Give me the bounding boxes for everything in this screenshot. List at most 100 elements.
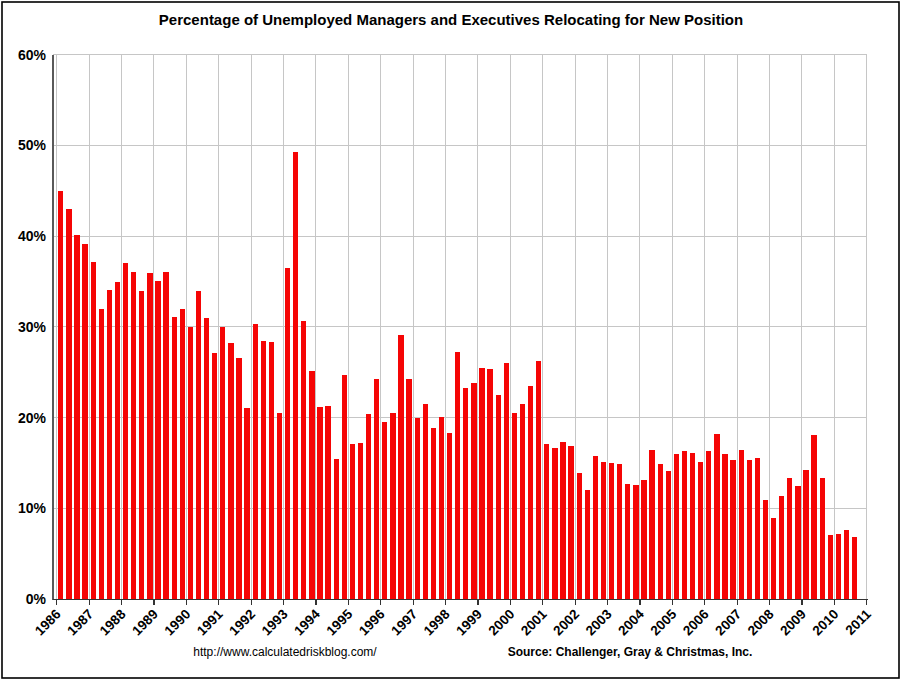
x-tick-label: 1990	[162, 607, 194, 639]
quarter-bar	[552, 448, 557, 599]
x-tick-label: 1991	[194, 606, 226, 638]
y-tick-label: 20%	[18, 410, 47, 426]
quarter-bar	[722, 454, 727, 599]
y-tick-label: 40%	[18, 228, 47, 244]
y-tick-label: 60%	[18, 47, 47, 63]
x-tick-label: 2011	[842, 606, 874, 638]
x-tick-label: 1986	[32, 606, 64, 638]
quarter-bar	[471, 383, 476, 599]
quarter-bar	[658, 464, 663, 599]
quarter-bar	[163, 272, 168, 599]
quarter-bar	[641, 480, 646, 599]
x-tick-label: 1997	[388, 607, 420, 639]
quarter-bar	[269, 342, 274, 599]
x-tick-label: 1996	[356, 606, 388, 638]
quarter-bar	[447, 433, 452, 599]
quarter-bar	[317, 407, 322, 599]
quarter-bar	[415, 418, 420, 599]
quarter-bar	[682, 451, 687, 599]
x-tick-label: 2000	[486, 607, 518, 639]
quarter-bar	[228, 343, 233, 599]
quarter-bar	[82, 244, 87, 599]
quarter-bar	[196, 291, 201, 599]
quarter-bar	[431, 428, 436, 599]
quarter-bar	[277, 413, 282, 599]
quarter-bar	[593, 456, 598, 599]
quarter-bar	[358, 443, 363, 599]
quarter-bar	[577, 473, 582, 599]
quarter-bar	[212, 353, 217, 599]
x-tick-label: 1995	[324, 606, 356, 638]
quarter-bar	[342, 375, 347, 599]
quarter-bar	[512, 413, 517, 599]
quarter-bar	[398, 335, 403, 599]
quarter-bar	[487, 369, 492, 599]
quarter-bar	[609, 463, 614, 599]
quarter-bar	[366, 414, 371, 599]
quarter-bar	[74, 235, 79, 599]
quarter-bar	[147, 273, 152, 599]
footer-url: http://www.calculatedriskblog.com/	[85, 645, 485, 659]
y-tick-label: 0%	[26, 591, 47, 607]
x-tick-label: 1989	[129, 607, 161, 639]
quarter-bar	[123, 263, 128, 599]
x-tick-label: 1988	[97, 606, 129, 638]
quarter-bar	[836, 534, 841, 599]
footer-source: Source: Challenger, Gray & Christmas, In…	[505, 645, 755, 659]
quarter-bar	[803, 470, 808, 599]
x-tick-label: 2007	[712, 607, 744, 639]
quarter-bar	[334, 459, 339, 599]
quarter-bar	[58, 191, 63, 599]
quarter-bar	[698, 462, 703, 599]
quarter-bar	[504, 363, 509, 599]
quarter-bar	[139, 291, 144, 599]
quarter-bar	[739, 450, 744, 599]
x-tick-label: 2010	[810, 607, 842, 639]
x-tick-label: 2001	[518, 606, 550, 638]
quarter-bar	[706, 451, 711, 599]
chart-frame: 1986198719881989199019911992199319941995…	[0, 0, 902, 681]
quarter-bar	[390, 413, 395, 599]
quarter-bar	[811, 435, 816, 599]
quarter-bar	[568, 446, 573, 599]
quarter-bar	[301, 321, 306, 599]
quarter-bar	[188, 327, 193, 599]
quarter-bar	[220, 327, 225, 599]
x-tick-label: 2005	[648, 606, 680, 638]
quarter-bar	[544, 444, 549, 599]
quarter-bar	[763, 500, 768, 599]
quarter-bar	[828, 535, 833, 599]
quarter-bar	[155, 281, 160, 599]
chart-title: Percentage of Unemployed Managers and Ex…	[0, 11, 902, 28]
quarter-bar	[131, 272, 136, 599]
x-tick-label: 1992	[226, 607, 258, 639]
quarter-bar	[795, 486, 800, 599]
quarter-bar	[325, 406, 330, 599]
quarter-bar	[350, 444, 355, 599]
quarter-bar	[771, 518, 776, 599]
quarter-bar	[674, 454, 679, 599]
quarter-bar	[560, 442, 565, 599]
quarter-bar	[261, 341, 266, 599]
quarter-bar	[236, 358, 241, 599]
x-tick-label: 2002	[550, 607, 582, 639]
quarter-bar	[852, 537, 857, 599]
quarter-bar	[244, 408, 249, 599]
quarter-bar	[787, 478, 792, 599]
quarter-bar	[455, 352, 460, 599]
quarter-bar	[747, 460, 752, 599]
quarter-bar	[382, 422, 387, 599]
quarter-bar	[496, 395, 501, 599]
quarter-bar	[91, 262, 96, 599]
quarter-bar	[714, 434, 719, 599]
quarter-bar	[439, 417, 444, 599]
quarter-bar	[844, 530, 849, 599]
quarter-bar	[528, 386, 533, 599]
quarter-bar	[730, 460, 735, 599]
quarter-bar	[253, 324, 258, 599]
quarter-bar	[463, 388, 468, 599]
quarter-bar	[617, 464, 622, 599]
x-tick-label: 2004	[615, 606, 647, 638]
x-tick-label: 1999	[453, 607, 485, 639]
quarter-bar	[601, 462, 606, 599]
